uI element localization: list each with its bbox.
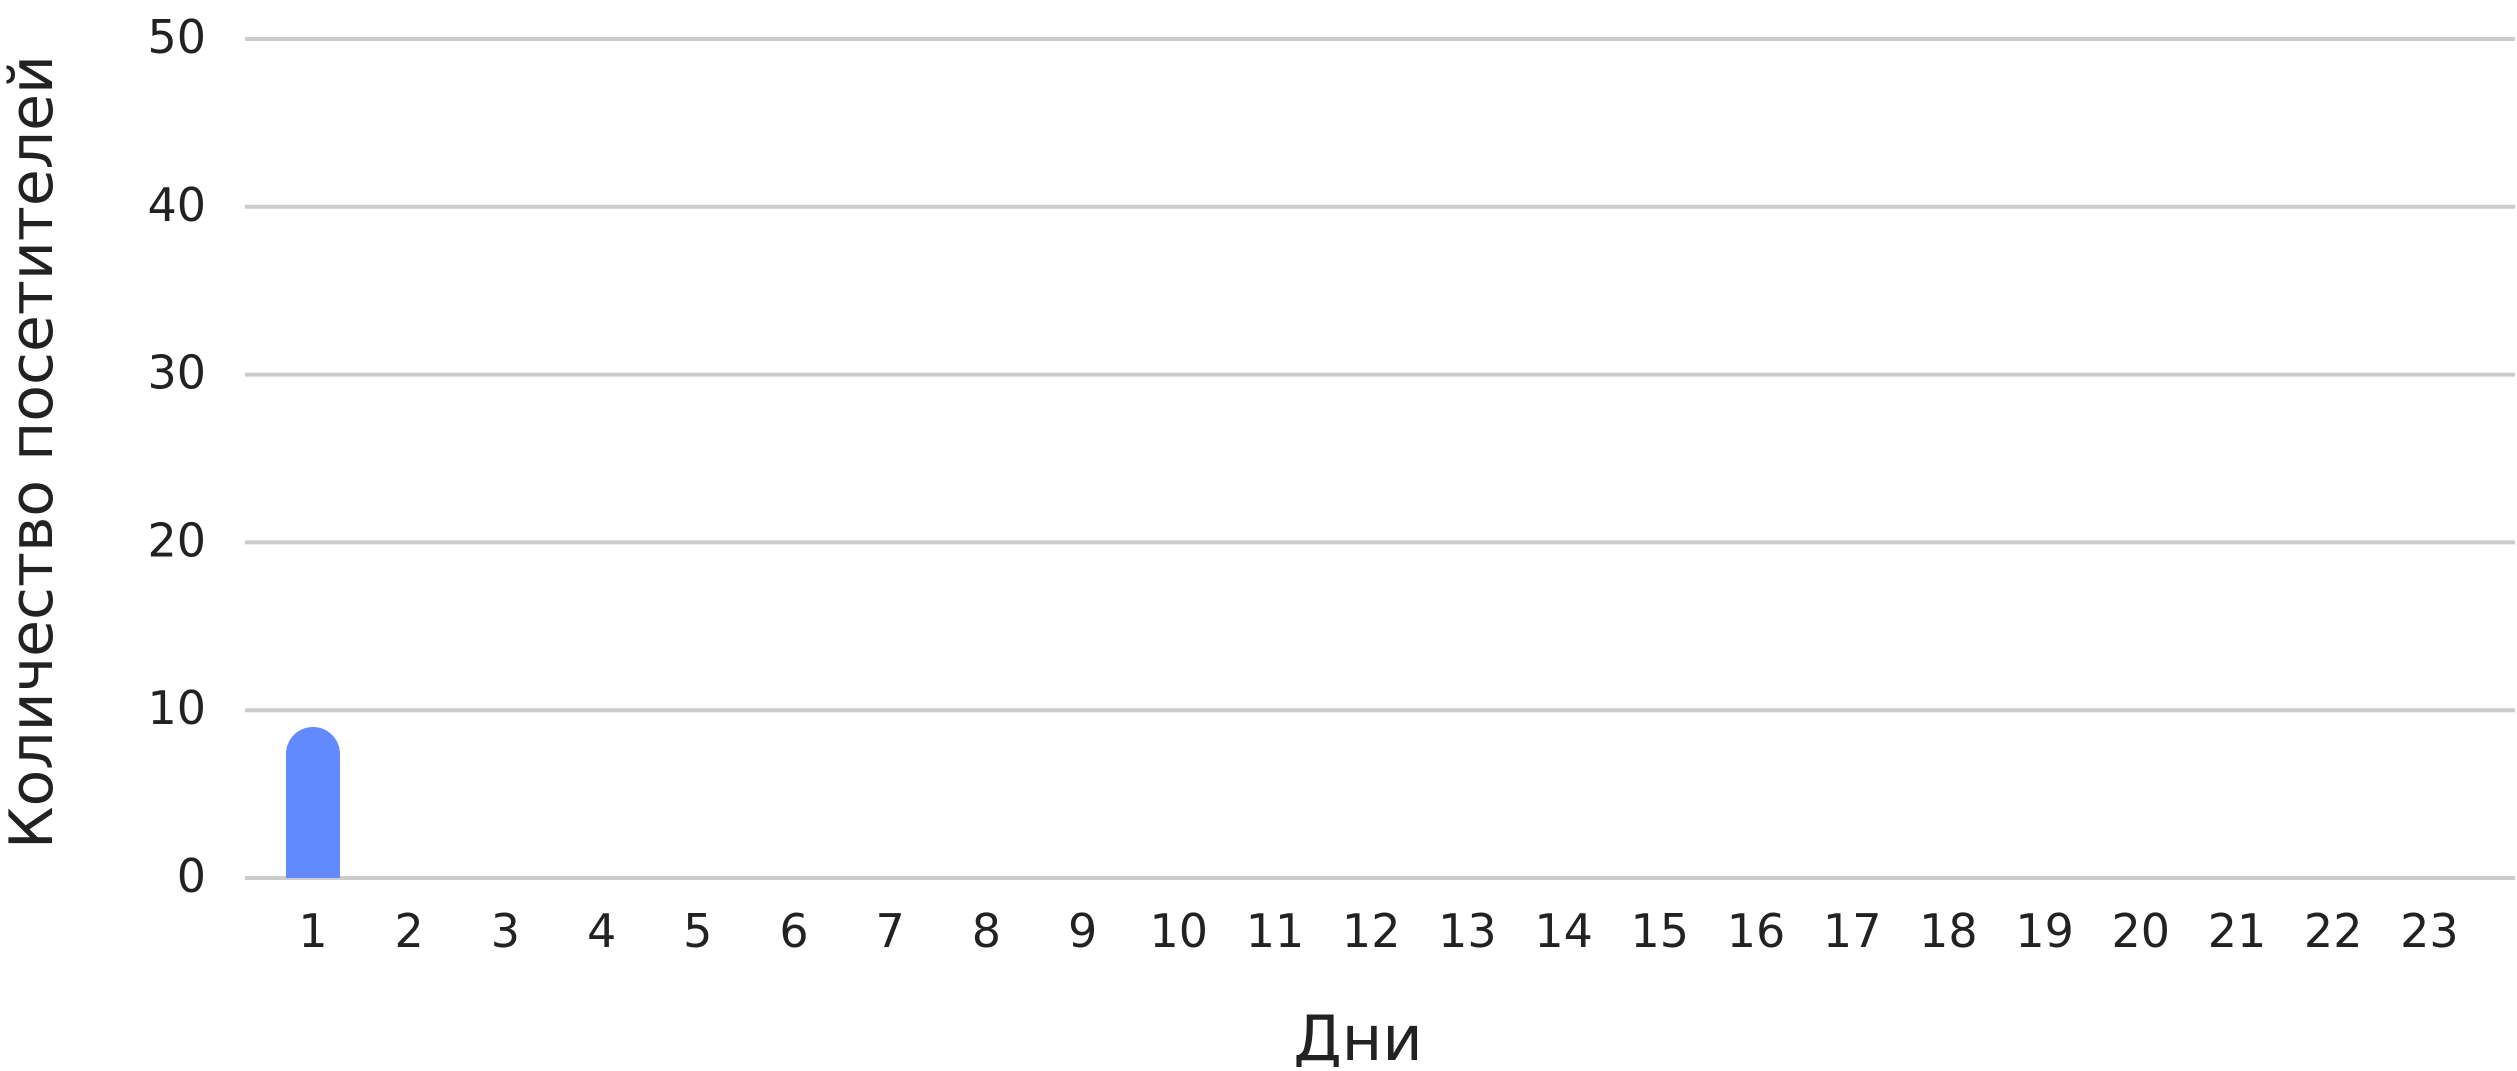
x-tick-label: 1 <box>298 904 327 958</box>
x-tick-label: 15 <box>1631 904 1690 958</box>
y-tick-label: 40 <box>147 178 206 232</box>
x-tick-label: 17 <box>1823 904 1882 958</box>
x-tick-label: 16 <box>1727 904 1786 958</box>
y-tick-label: 10 <box>147 681 206 735</box>
x-tick-label: 19 <box>2015 904 2074 958</box>
x-tick-label: 3 <box>491 904 520 958</box>
x-tick-label: 14 <box>1534 904 1593 958</box>
x-tick-label: 22 <box>2304 904 2363 958</box>
x-tick-label: 7 <box>876 904 905 958</box>
x-tick-label: 18 <box>1919 904 1978 958</box>
x-tick-label: 4 <box>587 904 616 958</box>
x-tick-label: 6 <box>779 904 808 958</box>
y-axis-label: Количество посетителей <box>0 55 67 849</box>
y-tick-label: 20 <box>147 513 206 567</box>
x-tick-label: 11 <box>1246 904 1305 958</box>
y-tick-label: 50 <box>147 10 206 64</box>
x-tick-label: 12 <box>1342 904 1401 958</box>
x-tick-label: 2 <box>395 904 424 958</box>
x-tick-label: 10 <box>1150 904 1209 958</box>
x-tick-label: 20 <box>2112 904 2171 958</box>
bar-day-1 <box>286 726 340 878</box>
y-tick-label: 30 <box>147 346 206 400</box>
x-tick-label: 21 <box>2208 904 2267 958</box>
x-tick-label: 5 <box>683 904 712 958</box>
x-axis-label: Дни <box>1293 1002 1422 1067</box>
y-tick-label: 0 <box>177 849 206 903</box>
x-tick-label: 23 <box>2400 904 2459 958</box>
x-tick-label: 9 <box>1068 904 1097 958</box>
x-tick-label: 13 <box>1438 904 1497 958</box>
x-tick-label: 8 <box>972 904 1001 958</box>
